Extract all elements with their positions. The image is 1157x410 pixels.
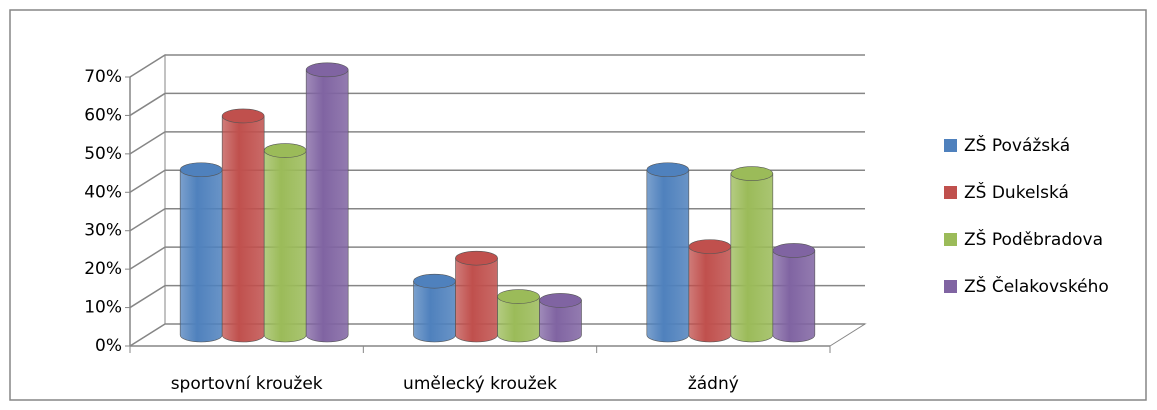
grid-line bbox=[129, 169, 865, 193]
grid-line bbox=[129, 54, 865, 78]
legend-swatch bbox=[944, 280, 957, 293]
y-tick-label: 20% bbox=[84, 259, 122, 279]
legend-label: ZŠ Poděbradova bbox=[964, 228, 1103, 250]
grid-line bbox=[129, 207, 865, 232]
legend-label: ZŠ Čelakovského bbox=[964, 275, 1109, 297]
y-tick-label: 60% bbox=[84, 105, 122, 125]
bar bbox=[646, 162, 690, 343]
grid-line bbox=[129, 284, 865, 309]
bar bbox=[730, 166, 774, 343]
x-tick-label: umělecký kroužek bbox=[403, 374, 557, 394]
bar bbox=[413, 273, 456, 343]
y-tick-label: 10% bbox=[84, 298, 122, 318]
grid-line bbox=[129, 323, 865, 347]
y-tick-label: 40% bbox=[84, 182, 122, 202]
y-tick-label: 50% bbox=[84, 144, 122, 164]
legend-swatch bbox=[944, 186, 957, 199]
bar bbox=[688, 239, 732, 343]
grid-line bbox=[129, 92, 865, 117]
y-tick-label: 0% bbox=[95, 336, 122, 356]
legend-label: ZŠ Dukelská bbox=[964, 181, 1069, 203]
bar bbox=[179, 162, 223, 343]
legend-swatch bbox=[944, 233, 957, 246]
bar bbox=[263, 143, 307, 343]
grid-line bbox=[129, 131, 865, 155]
bar bbox=[455, 250, 498, 343]
y-tick-label: 30% bbox=[84, 221, 122, 241]
legend-swatch bbox=[944, 139, 957, 152]
x-tick-label: sportovní kroužek bbox=[171, 374, 323, 394]
y-tick-label: 70% bbox=[84, 67, 122, 87]
x-tick-label: žádný bbox=[688, 374, 739, 394]
grid-line bbox=[129, 246, 865, 270]
bar bbox=[221, 108, 265, 343]
bar bbox=[497, 289, 540, 343]
bar bbox=[305, 62, 349, 343]
bar bbox=[539, 293, 582, 343]
bar bbox=[772, 243, 816, 343]
legend-label: ZŠ Povážská bbox=[964, 134, 1070, 156]
